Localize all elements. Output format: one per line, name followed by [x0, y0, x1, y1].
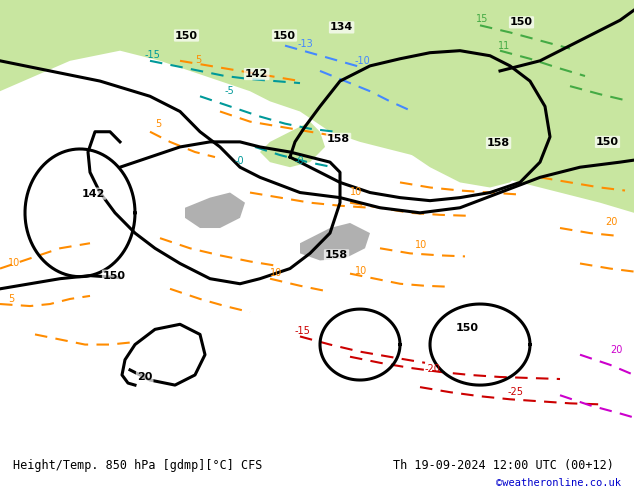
Text: 10: 10: [350, 187, 362, 196]
Text: 15: 15: [476, 14, 488, 24]
Text: 150: 150: [273, 30, 296, 41]
Text: 158: 158: [487, 138, 510, 148]
Text: 10: 10: [415, 240, 427, 250]
Text: 20: 20: [137, 372, 152, 382]
Text: Th 19-09-2024 12:00 UTC (00+12): Th 19-09-2024 12:00 UTC (00+12): [393, 459, 614, 472]
Text: 20: 20: [605, 217, 618, 227]
Text: -20: -20: [425, 364, 441, 374]
Polygon shape: [0, 0, 634, 213]
Text: 10: 10: [270, 268, 282, 278]
Text: -0: -0: [235, 156, 245, 166]
Text: 158: 158: [327, 134, 350, 144]
Text: 10: 10: [8, 258, 20, 268]
Text: -0: -0: [295, 156, 304, 166]
Text: 20: 20: [610, 344, 623, 355]
Text: 150: 150: [596, 137, 619, 147]
Text: -15: -15: [145, 50, 161, 60]
Text: 158: 158: [325, 250, 348, 260]
Text: -15: -15: [295, 326, 311, 337]
Text: -25: -25: [508, 387, 524, 397]
Text: 11: 11: [498, 41, 510, 50]
Text: 150: 150: [510, 17, 533, 27]
Text: 150: 150: [175, 30, 198, 41]
Text: 150: 150: [456, 323, 479, 333]
Text: 5: 5: [195, 55, 201, 65]
Text: 5: 5: [8, 294, 14, 304]
Text: 142: 142: [245, 69, 268, 79]
Text: 134: 134: [330, 23, 353, 32]
Text: 10: 10: [355, 266, 367, 275]
Text: ©weatheronline.co.uk: ©weatheronline.co.uk: [496, 478, 621, 489]
Polygon shape: [385, 61, 540, 188]
Polygon shape: [300, 223, 370, 261]
Text: -10: -10: [355, 56, 371, 66]
Text: Height/Temp. 850 hPa [gdmp][°C] CFS: Height/Temp. 850 hPa [gdmp][°C] CFS: [13, 459, 262, 472]
Text: 150: 150: [103, 270, 126, 281]
Polygon shape: [260, 122, 325, 167]
Text: 142: 142: [82, 189, 105, 198]
Text: -13: -13: [298, 39, 314, 49]
Text: -5: -5: [225, 86, 235, 96]
Text: 5: 5: [155, 119, 161, 129]
Polygon shape: [185, 193, 245, 228]
